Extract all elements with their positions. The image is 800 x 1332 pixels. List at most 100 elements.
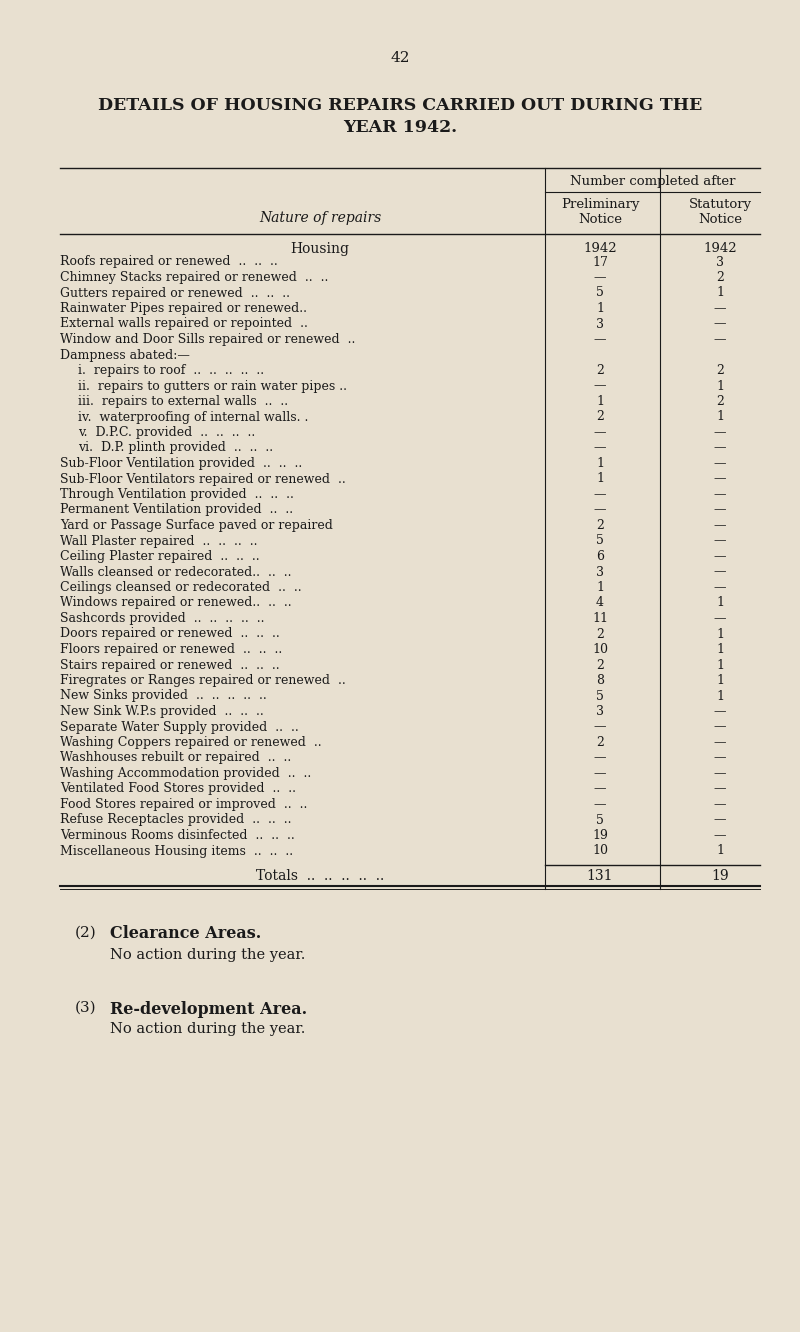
Text: Firegrates or Ranges repaired or renewed  ..: Firegrates or Ranges repaired or renewed… [60, 674, 346, 687]
Text: 42: 42 [390, 51, 410, 65]
Text: 4: 4 [596, 597, 604, 610]
Text: —: — [594, 333, 606, 346]
Text: i.  repairs to roof  ..  ..  ..  ..  ..: i. repairs to roof .. .. .. .. .. [78, 364, 264, 377]
Text: Statutory
Notice: Statutory Notice [689, 198, 751, 226]
Text: —: — [594, 441, 606, 454]
Text: Dampness abated:—: Dampness abated:— [60, 349, 190, 361]
Text: Nature of repairs: Nature of repairs [259, 210, 381, 225]
Text: 3: 3 [716, 256, 724, 269]
Text: —: — [714, 519, 726, 531]
Text: ii.  repairs to gutters or rain water pipes ..: ii. repairs to gutters or rain water pip… [78, 380, 347, 393]
Text: Chimney Stacks repaired or renewed  ..  ..: Chimney Stacks repaired or renewed .. .. [60, 270, 328, 284]
Text: Ceiling Plaster repaired  ..  ..  ..: Ceiling Plaster repaired .. .. .. [60, 550, 260, 563]
Text: (3): (3) [75, 1000, 97, 1015]
Text: 1: 1 [716, 658, 724, 671]
Text: 1: 1 [716, 674, 724, 687]
Text: Yard or Passage Surface paved or repaired: Yard or Passage Surface paved or repaire… [60, 519, 333, 531]
Text: 1: 1 [716, 410, 724, 424]
Text: 17: 17 [592, 256, 608, 269]
Text: 2: 2 [596, 519, 604, 531]
Text: 2: 2 [716, 396, 724, 408]
Text: 2: 2 [596, 737, 604, 749]
Text: 1: 1 [596, 396, 604, 408]
Text: 19: 19 [711, 868, 729, 883]
Text: Windows repaired or renewed..  ..  ..: Windows repaired or renewed.. .. .. [60, 597, 292, 610]
Text: 2: 2 [716, 364, 724, 377]
Text: Through Ventilation provided  ..  ..  ..: Through Ventilation provided .. .. .. [60, 488, 294, 501]
Text: 10: 10 [592, 643, 608, 655]
Text: 1942: 1942 [703, 242, 737, 256]
Text: Miscellaneous Housing items  ..  ..  ..: Miscellaneous Housing items .. .. .. [60, 844, 293, 858]
Text: (2): (2) [75, 926, 97, 939]
Text: 1: 1 [716, 643, 724, 655]
Text: Floors repaired or renewed  ..  ..  ..: Floors repaired or renewed .. .. .. [60, 643, 282, 655]
Text: —: — [594, 503, 606, 517]
Text: Number completed after: Number completed after [570, 174, 735, 188]
Text: External walls repaired or repointed  ..: External walls repaired or repointed .. [60, 317, 308, 330]
Text: 1: 1 [596, 581, 604, 594]
Text: Rainwater Pipes repaired or renewed..: Rainwater Pipes repaired or renewed.. [60, 302, 307, 314]
Text: —: — [714, 611, 726, 625]
Text: —: — [594, 426, 606, 440]
Text: 3: 3 [596, 705, 604, 718]
Text: —: — [714, 737, 726, 749]
Text: 5: 5 [596, 286, 604, 300]
Text: —: — [714, 457, 726, 470]
Text: —: — [594, 751, 606, 765]
Text: 6: 6 [596, 550, 604, 563]
Text: —: — [714, 751, 726, 765]
Text: vi.  D.P. plinth provided  ..  ..  ..: vi. D.P. plinth provided .. .. .. [78, 441, 273, 454]
Text: Ventilated Food Stores provided  ..  ..: Ventilated Food Stores provided .. .. [60, 782, 296, 795]
Text: 2: 2 [716, 270, 724, 284]
Text: —: — [714, 333, 726, 346]
Text: —: — [714, 705, 726, 718]
Text: —: — [714, 317, 726, 330]
Text: —: — [714, 534, 726, 547]
Text: —: — [594, 488, 606, 501]
Text: YEAR 1942.: YEAR 1942. [343, 120, 457, 136]
Text: —: — [714, 441, 726, 454]
Text: 2: 2 [596, 410, 604, 424]
Text: 2: 2 [596, 364, 604, 377]
Text: —: — [714, 829, 726, 842]
Text: —: — [714, 550, 726, 563]
Text: 1: 1 [716, 627, 724, 641]
Text: Washhouses rebuilt or repaired  ..  ..: Washhouses rebuilt or repaired .. .. [60, 751, 291, 765]
Text: Sashcords provided  ..  ..  ..  ..  ..: Sashcords provided .. .. .. .. .. [60, 611, 265, 625]
Text: 1: 1 [716, 844, 724, 858]
Text: —: — [594, 380, 606, 393]
Text: 1: 1 [596, 457, 604, 470]
Text: —: — [714, 721, 726, 734]
Text: New Sinks provided  ..  ..  ..  ..  ..: New Sinks provided .. .. .. .. .. [60, 690, 266, 702]
Text: 1: 1 [716, 380, 724, 393]
Text: 1: 1 [716, 690, 724, 702]
Text: 8: 8 [596, 674, 604, 687]
Text: Totals  ..  ..  ..  ..  ..: Totals .. .. .. .. .. [256, 868, 384, 883]
Text: —: — [594, 782, 606, 795]
Text: —: — [594, 767, 606, 781]
Text: 1: 1 [596, 473, 604, 485]
Text: 2: 2 [596, 627, 604, 641]
Text: 1: 1 [716, 286, 724, 300]
Text: Separate Water Supply provided  ..  ..: Separate Water Supply provided .. .. [60, 721, 298, 734]
Text: —: — [714, 782, 726, 795]
Text: Walls cleansed or redecorated..  ..  ..: Walls cleansed or redecorated.. .. .. [60, 566, 291, 578]
Text: Roofs repaired or renewed  ..  ..  ..: Roofs repaired or renewed .. .. .. [60, 256, 278, 269]
Text: No action during the year.: No action during the year. [110, 947, 306, 962]
Text: 1: 1 [596, 302, 604, 314]
Text: —: — [714, 767, 726, 781]
Text: Ceilings cleansed or redecorated  ..  ..: Ceilings cleansed or redecorated .. .. [60, 581, 302, 594]
Text: Sub-Floor Ventilation provided  ..  ..  ..: Sub-Floor Ventilation provided .. .. .. [60, 457, 302, 470]
Text: 1: 1 [716, 597, 724, 610]
Text: Washing Coppers repaired or renewed  ..: Washing Coppers repaired or renewed .. [60, 737, 322, 749]
Text: Washing Accommodation provided  ..  ..: Washing Accommodation provided .. .. [60, 767, 311, 781]
Text: 10: 10 [592, 844, 608, 858]
Text: —: — [714, 426, 726, 440]
Text: 131: 131 [586, 868, 614, 883]
Text: —: — [714, 488, 726, 501]
Text: 5: 5 [596, 690, 604, 702]
Text: 3: 3 [596, 566, 604, 578]
Text: New Sink W.P.s provided  ..  ..  ..: New Sink W.P.s provided .. .. .. [60, 705, 264, 718]
Text: 1942: 1942 [583, 242, 617, 256]
Text: Refuse Receptacles provided  ..  ..  ..: Refuse Receptacles provided .. .. .. [60, 814, 291, 826]
